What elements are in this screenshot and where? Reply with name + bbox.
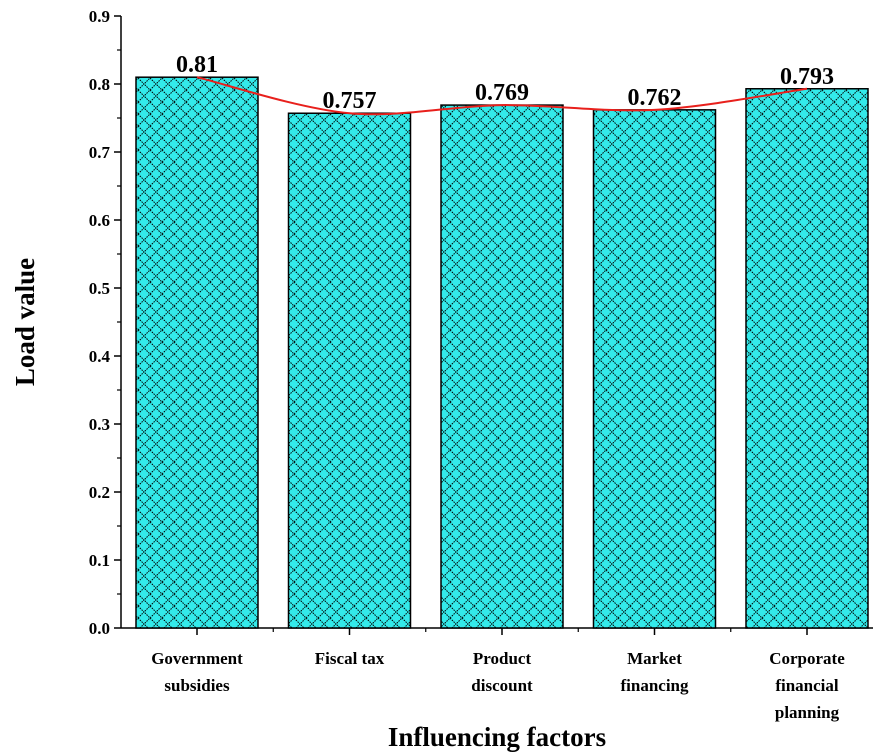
x-tick-label: Product	[473, 649, 532, 668]
y-tick-label: 0.3	[89, 415, 110, 434]
data-label: 0.793	[780, 64, 834, 90]
y-tick-label: 0.1	[89, 551, 110, 570]
x-tick-label: Fiscal tax	[315, 649, 385, 668]
y-axis: 0.0 0.1 0.2 0.3 0.4 0.5 0.6 0.7 0.8 0.9	[89, 7, 122, 638]
y-tick-label: 0.7	[89, 143, 111, 162]
trend-line-layer	[196, 76, 808, 116]
bar	[592, 109, 717, 629]
x-tick-label: Corporate	[769, 649, 845, 668]
y-tick-label: 0.6	[89, 211, 110, 230]
value-labels: 0.81 0.757 0.769 0.762 0.793	[176, 52, 834, 114]
data-label: 0.769	[475, 80, 529, 106]
bar	[135, 76, 259, 629]
trend-line	[196, 76, 808, 116]
x-tick-label: financing	[620, 676, 689, 695]
data-label: 0.762	[628, 85, 682, 111]
y-tick-label: 0.9	[89, 7, 110, 26]
y-tick-label: 0.5	[89, 279, 110, 298]
bars	[135, 76, 869, 629]
y-tick-label: 0.2	[89, 483, 110, 502]
x-tick-label: Government	[151, 649, 243, 668]
x-tick-label: financial	[775, 676, 839, 695]
y-tick-label: 0.8	[89, 75, 110, 94]
y-tick-label: 0.4	[89, 347, 111, 366]
bar	[440, 104, 564, 629]
x-tick-label: Market	[627, 649, 682, 668]
bar	[745, 88, 869, 629]
x-axis-title: Influencing factors	[388, 722, 606, 752]
x-axis: Government subsidies Fiscal tax Product disc…	[121, 627, 873, 722]
bar	[287, 112, 412, 629]
data-label: 0.757	[323, 88, 377, 114]
x-tick-label: subsidies	[164, 676, 230, 695]
x-tick-label: planning	[775, 703, 840, 722]
data-label: 0.81	[176, 52, 218, 78]
x-tick-label: discount	[471, 676, 533, 695]
y-tick-label: 0.0	[89, 619, 110, 638]
y-axis-title: Load value	[10, 258, 40, 386]
